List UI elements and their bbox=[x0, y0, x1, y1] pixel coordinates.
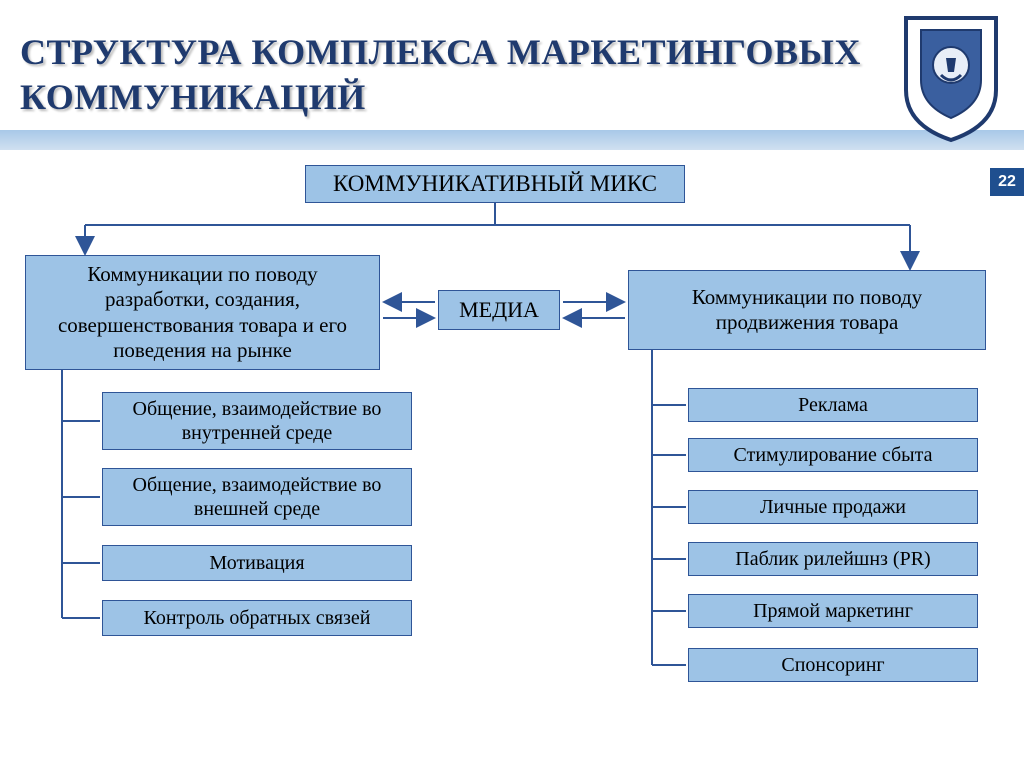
header-band bbox=[0, 130, 1024, 150]
node-right-main: Коммуникации по поводу продвижения товар… bbox=[628, 270, 986, 350]
logo-shield-icon bbox=[896, 10, 1006, 145]
title-line1: СТРУКТУРА КОМПЛЕКСА МАРКЕТИНГОВЫХ bbox=[20, 32, 861, 72]
node-right-child-0: Реклама bbox=[688, 388, 978, 422]
page-number-badge: 22 bbox=[990, 168, 1024, 196]
node-right-child-2: Личные продажи bbox=[688, 490, 978, 524]
node-left-child-1: Общение, взаимодействие во внешней среде bbox=[102, 468, 412, 526]
node-left-child-2: Мотивация bbox=[102, 545, 412, 581]
node-left-child-0: Общение, взаимодействие во внутренней ср… bbox=[102, 392, 412, 450]
node-left-main: Коммуникации по поводу разработки, созда… bbox=[25, 255, 380, 370]
page-title: СТРУКТУРА КОМПЛЕКСА МАРКЕТИНГОВЫХ КОММУН… bbox=[20, 30, 861, 120]
node-root: КОММУНИКАТИВНЫЙ МИКС bbox=[305, 165, 685, 203]
node-right-child-4: Прямой маркетинг bbox=[688, 594, 978, 628]
node-right-child-5: Спонсоринг bbox=[688, 648, 978, 682]
node-right-child-3: Паблик рилейшнз (PR) bbox=[688, 542, 978, 576]
node-right-child-1: Стимулирование сбыта bbox=[688, 438, 978, 472]
title-line2: КОММУНИКАЦИЙ bbox=[20, 77, 366, 117]
node-media: МЕДИА bbox=[438, 290, 560, 330]
node-left-child-3: Контроль обратных связей bbox=[102, 600, 412, 636]
